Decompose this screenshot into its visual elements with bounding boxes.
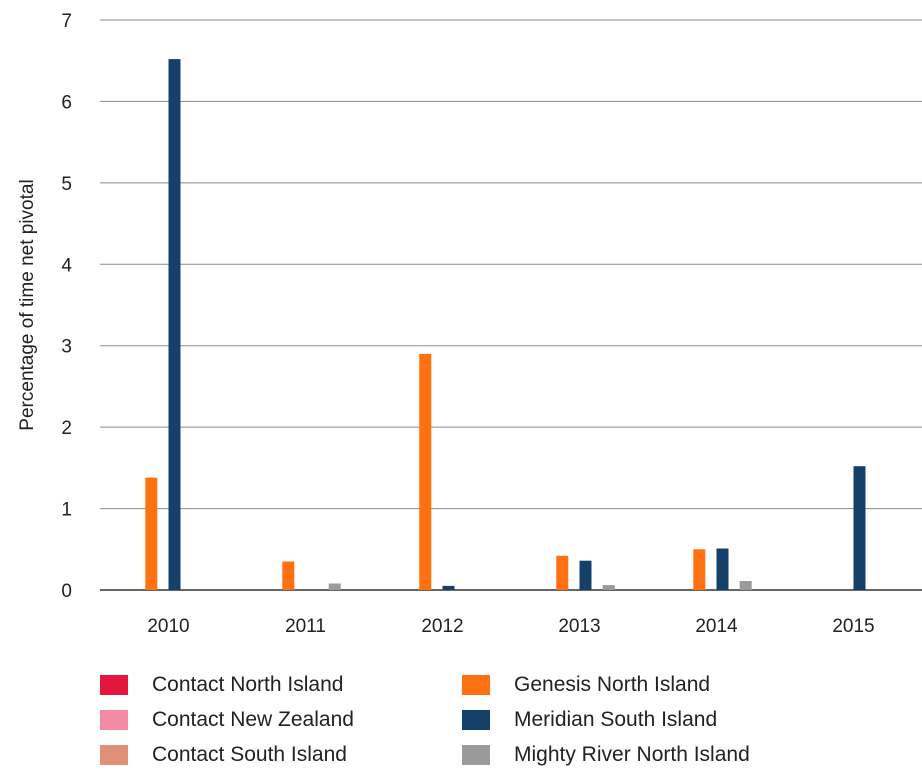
bar <box>145 477 158 590</box>
bar <box>739 581 752 590</box>
legend-label: Meridian South Island <box>514 708 718 731</box>
legend-swatch <box>100 710 128 730</box>
legend-swatch <box>462 710 490 730</box>
y-tick-label: 4 <box>61 255 72 276</box>
bar <box>602 585 615 590</box>
legend-label: Contact South Island <box>152 743 347 766</box>
legend-swatch <box>462 675 490 695</box>
y-tick-label: 2 <box>61 418 72 439</box>
x-tick-label: 2012 <box>421 616 463 637</box>
x-tick-label: 2013 <box>558 616 600 637</box>
y-tick-label: 5 <box>61 174 72 195</box>
y-tick-label: 1 <box>61 500 72 521</box>
x-tick-label: 2010 <box>147 616 189 637</box>
legend-item: Contact North Island <box>100 668 343 702</box>
legend-item: Meridian South Island <box>462 703 717 737</box>
bar <box>716 548 729 590</box>
y-axis-ticks: 0 1 2 3 4 5 6 7 <box>61 11 72 602</box>
legend-item: Contact New Zealand <box>100 703 354 737</box>
legend-label: Contact New Zealand <box>152 708 354 731</box>
x-tick-label: 2014 <box>695 616 738 637</box>
legend-swatch <box>100 675 128 695</box>
bar <box>853 466 866 590</box>
legend-label: Mighty River North Island <box>514 743 750 766</box>
bar <box>419 353 432 590</box>
legend-item: Mighty River North Island <box>462 738 750 772</box>
legend-item: Contact South Island <box>100 738 347 772</box>
bar <box>282 561 295 590</box>
y-axis-label: Percentage of time net pivotal <box>17 179 38 430</box>
y-tick-label: 6 <box>61 92 72 113</box>
bar <box>328 583 341 590</box>
x-axis-ticks: 2010 2011 2012 2013 2014 2015 <box>147 616 874 637</box>
y-tick-label: 7 <box>61 11 72 32</box>
legend-item: Genesis North Island <box>462 668 710 702</box>
y-tick-label: 0 <box>61 581 72 602</box>
bar <box>442 585 455 590</box>
legend-swatch <box>462 745 490 765</box>
bar <box>556 555 569 590</box>
x-tick-label: 2015 <box>832 616 874 637</box>
bars <box>145 59 866 591</box>
bar <box>693 549 706 590</box>
gridlines <box>100 19 922 591</box>
bar-chart: 0 1 2 3 4 5 6 7 2010 2011 2012 2013 2014 2015 Percen… <box>17 11 922 637</box>
x-tick-label: 2011 <box>285 616 326 637</box>
legend-label: Contact North Island <box>152 673 344 696</box>
legend-swatch <box>100 745 128 765</box>
bar <box>579 560 592 590</box>
y-tick-label: 3 <box>61 337 72 358</box>
bar <box>168 59 181 591</box>
legend-label: Genesis North Island <box>514 673 711 696</box>
